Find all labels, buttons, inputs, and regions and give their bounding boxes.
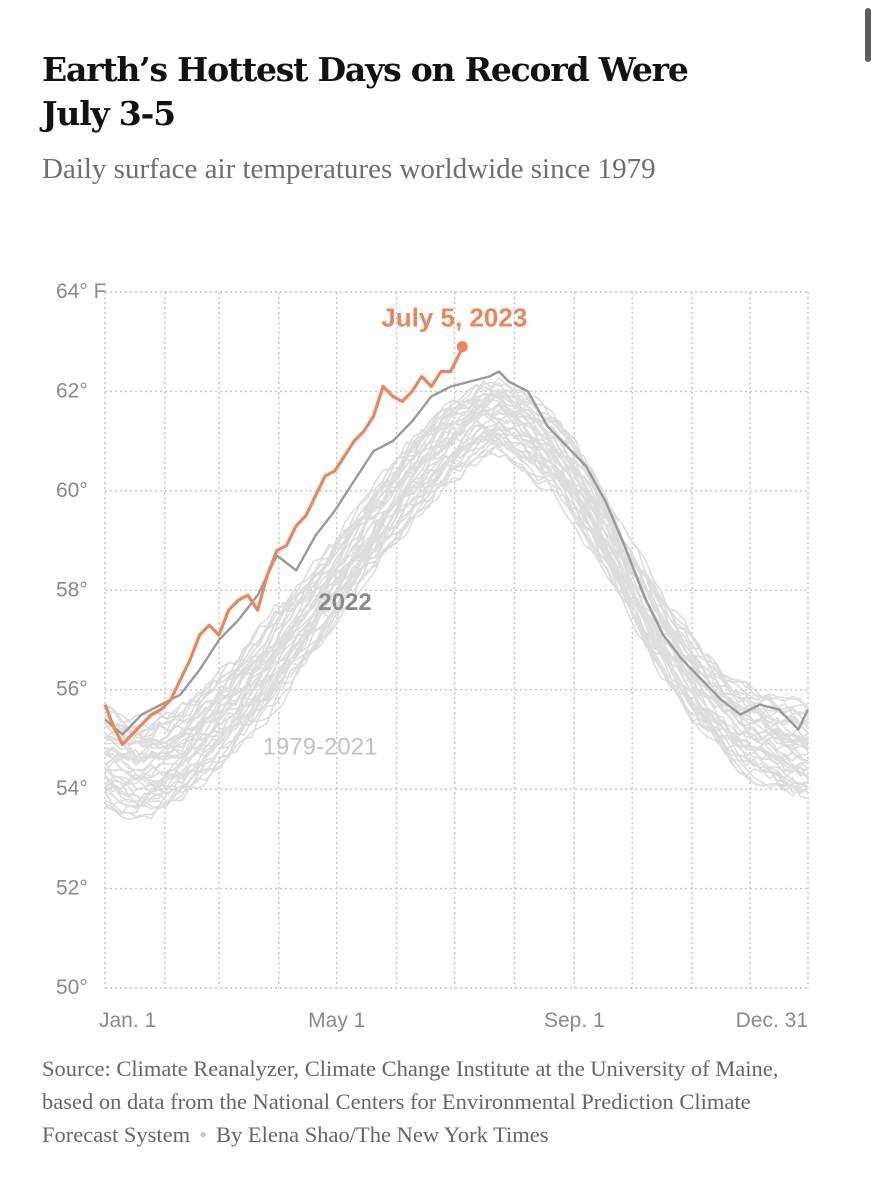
history-line: [104, 419, 809, 785]
history-line: [104, 432, 809, 814]
line-2023: [103, 346, 464, 746]
history-line: [104, 421, 809, 793]
byline: By Elena Shao/The New York Times: [216, 1122, 549, 1147]
y-tick-label: 60°: [56, 479, 88, 502]
source-note: Source: Climate Reanalyzer, Climate Chan…: [42, 1052, 802, 1151]
history-line: [104, 436, 809, 805]
history-line: [104, 409, 809, 767]
source-text: Source: Climate Reanalyzer, Climate Chan…: [42, 1056, 779, 1147]
annotation-1979-2021: 1979-2021: [263, 733, 378, 760]
x-tick-label: Dec. 31: [736, 1009, 808, 1032]
history-lines-1979-2021: [104, 376, 809, 821]
annotation-2022: 2022: [318, 589, 371, 616]
annotations: July 5, 2023 2022 1979-2021: [263, 303, 528, 761]
x-tick-label: May 1: [308, 1009, 365, 1032]
grid: [104, 291, 809, 989]
y-tick-label: 62°: [56, 379, 88, 402]
history-line: [104, 404, 809, 774]
history-line: [104, 444, 809, 821]
page-title: Earth’s Hottest Days on Record Were July…: [42, 50, 689, 133]
y-tick-label: 64° F: [56, 280, 106, 303]
scrollbar-thumb[interactable]: [865, 8, 871, 62]
annotation-july-5-2023: July 5, 2023: [381, 303, 527, 333]
temperature-chart: 64° F 62° 60° 58° 56° 54° 52° 50° Jan. 1 May 1 Sep…: [56, 280, 810, 1032]
separator-dot: •: [199, 1122, 207, 1147]
y-tick-label: 54°: [56, 777, 88, 800]
series-lines: [103, 341, 810, 746]
history-line: [104, 398, 809, 760]
x-tick-label: Jan. 1: [99, 1009, 156, 1032]
y-tick-label: 52°: [56, 877, 88, 900]
scrollbar[interactable]: [861, 0, 875, 70]
y-tick-label: 58°: [56, 578, 88, 601]
history-line: [104, 392, 809, 761]
history-line: [104, 451, 809, 810]
y-tick-label: 56°: [56, 678, 88, 701]
line-2022: [104, 370, 810, 736]
chart-subtitle: Daily surface air temperatures worldwide…: [42, 153, 656, 185]
history-line: [104, 394, 809, 749]
history-line: [104, 388, 809, 723]
history-line: [104, 434, 809, 795]
y-tick-label: 50°: [56, 976, 88, 999]
tick-labels: 64° F 62° 60° 58° 56° 54° 52° 50° Jan. 1 May 1 Sep…: [56, 280, 808, 1032]
x-tick-label: Sep. 1: [544, 1009, 605, 1032]
record-point-2023: [456, 341, 468, 353]
